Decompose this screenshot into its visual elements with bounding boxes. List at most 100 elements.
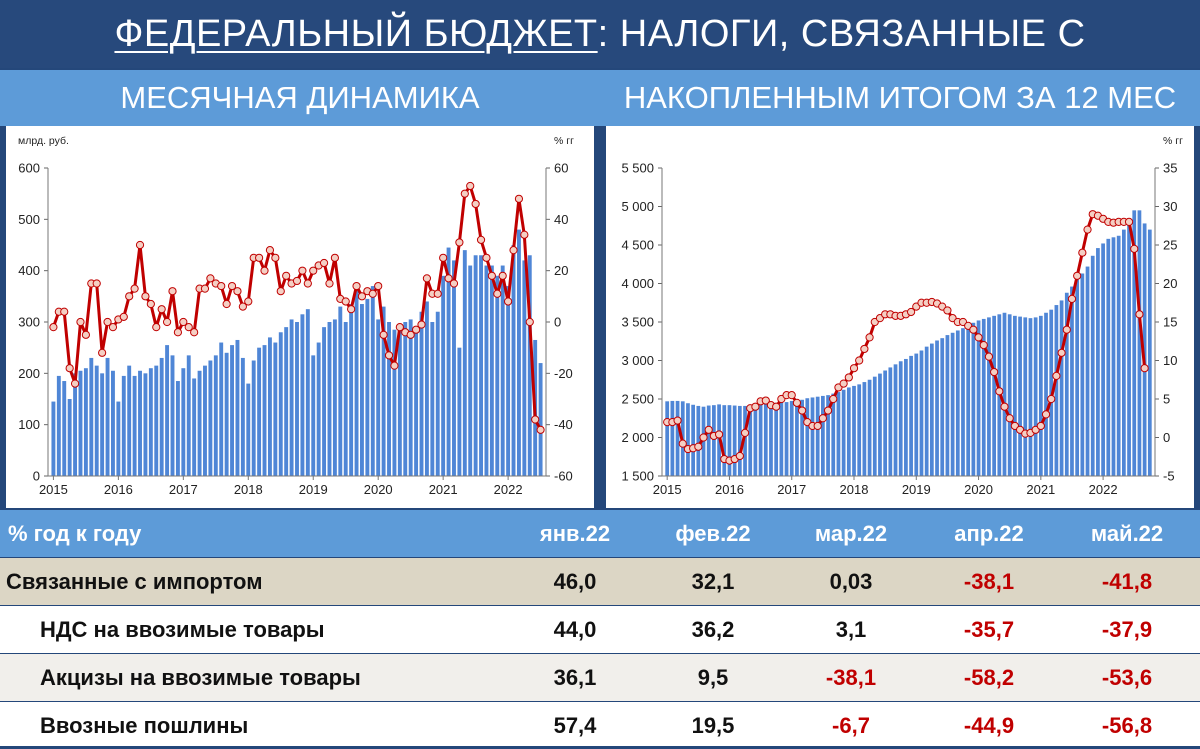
right-axis-unit: % гг: [1163, 135, 1183, 147]
bar: [872, 376, 877, 476]
bar: [784, 402, 789, 476]
bar: [987, 317, 991, 476]
bar: [403, 322, 408, 476]
growth-point: [298, 266, 307, 275]
bar: [904, 358, 908, 476]
x-axis-year-label: 2021: [429, 482, 458, 497]
bar: [795, 400, 799, 476]
growth-point: [455, 238, 464, 247]
row-value: -53,6: [1101, 665, 1153, 690]
row-value: -38,1: [963, 569, 1015, 594]
bar: [1070, 286, 1074, 476]
bar: [349, 304, 354, 476]
growth-point: [969, 325, 978, 334]
growth-point: [839, 379, 848, 388]
growth-point: [482, 253, 491, 262]
bar: [89, 357, 94, 476]
bar: [246, 383, 251, 476]
growth-point: [761, 396, 770, 405]
growth-point: [1140, 364, 1149, 373]
growth-point: [678, 439, 687, 448]
table-row: Ввозные пошлины 57,4 19,5 -6,7 -44,9 -56…: [0, 702, 1200, 746]
row-value: -35,7: [963, 617, 1015, 642]
growth-point: [829, 394, 838, 404]
bar: [924, 346, 929, 476]
bar: [841, 389, 846, 476]
growth-point: [798, 406, 807, 415]
bar: [251, 360, 256, 476]
growth-point: [1078, 248, 1087, 257]
table-header-jan: янв.22: [539, 521, 611, 546]
bar: [332, 319, 337, 476]
bar: [981, 318, 986, 476]
row-value: -38,1: [825, 665, 877, 690]
growth-point: [292, 276, 302, 286]
right-axis-tick-label: -40: [554, 417, 573, 432]
bar: [138, 370, 142, 476]
bar: [686, 403, 690, 476]
page-title-main: ФЕДЕРАЛЬНЫЙ БЮДЖЕТ: [114, 13, 598, 55]
right-axis-tick-label: 10: [1163, 353, 1177, 368]
growth-point: [471, 199, 480, 209]
growth-point: [1073, 271, 1082, 280]
growth-point: [238, 302, 247, 311]
bar: [789, 400, 794, 476]
growth-point: [173, 328, 183, 337]
row-value: 3,1: [835, 617, 867, 642]
growth-point: [813, 421, 822, 431]
growth-point: [135, 240, 145, 250]
left-axis-unit: млрд. руб.: [18, 135, 69, 147]
bar: [878, 373, 882, 476]
growth-point: [309, 266, 318, 275]
bar: [148, 368, 153, 476]
growth-point: [217, 281, 226, 291]
growth-point: [772, 402, 781, 411]
bar: [992, 315, 996, 476]
row-value: -6,7: [832, 713, 870, 738]
growth-point: [849, 364, 859, 373]
bar: [376, 319, 381, 476]
growth-point: [504, 297, 513, 306]
growth-point: [103, 317, 112, 327]
growth-point: [390, 361, 399, 370]
bar: [424, 301, 429, 476]
growth-point: [979, 341, 988, 350]
table-row: НДС на ввозимые товары 44,0 36,2 3,1 -35…: [0, 606, 1200, 653]
row-value: -56,8: [1101, 713, 1153, 738]
bar: [381, 306, 386, 476]
bar: [732, 405, 737, 476]
growth-point: [146, 299, 155, 309]
bar: [360, 304, 364, 476]
bar: [495, 275, 500, 476]
bar: [810, 397, 815, 476]
bar: [774, 402, 779, 476]
bar: [1116, 235, 1121, 476]
growth-point: [227, 281, 237, 291]
growth-point: [303, 279, 312, 288]
growth-point: [995, 387, 1004, 396]
bar: [1132, 210, 1137, 476]
growth-point: [844, 373, 853, 382]
bar: [763, 403, 768, 476]
bar: [966, 325, 971, 476]
bar: [1013, 315, 1017, 476]
bar: [224, 352, 229, 476]
right-axis-tick-label: -20: [554, 366, 573, 381]
bar: [452, 260, 456, 476]
growth-point: [514, 194, 524, 203]
bar: [971, 322, 976, 476]
bar: [278, 332, 283, 476]
monthly-chart: млрд. руб.% гг0100200300400500600-60-40-…: [18, 135, 574, 497]
bar: [73, 373, 78, 476]
bar: [370, 286, 375, 476]
growth-point: [119, 312, 128, 321]
bar: [852, 385, 856, 476]
bar: [94, 365, 99, 476]
row-label: Ввозные пошлины: [40, 713, 249, 738]
right-axis-tick-label: 5: [1163, 392, 1170, 407]
bar: [213, 355, 218, 476]
bar: [78, 370, 83, 476]
yoy-table: % год к году янв.22 фев.22 мар.22 апр.22…: [0, 510, 1200, 746]
growth-point: [990, 367, 999, 377]
bar: [758, 403, 763, 476]
